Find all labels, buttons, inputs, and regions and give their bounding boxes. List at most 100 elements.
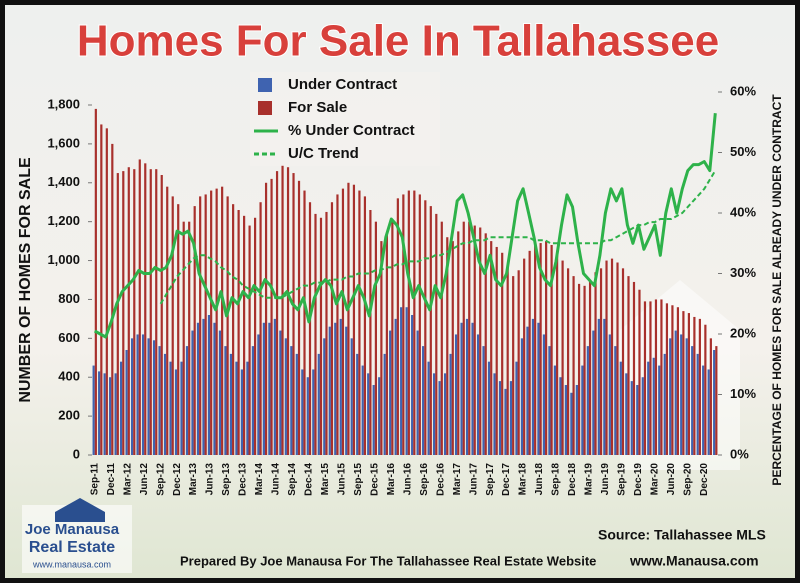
legend-label: U/C Trend (288, 145, 359, 162)
bar (196, 322, 200, 455)
bar (542, 334, 546, 455)
bar (125, 350, 128, 455)
bar (523, 258, 526, 455)
bar (312, 369, 315, 455)
bar (306, 377, 309, 455)
bar (325, 211, 328, 455)
bar (213, 322, 216, 455)
bar (435, 213, 438, 455)
bar (147, 338, 150, 455)
x-tick-label: Dec-20 (699, 463, 710, 496)
bar (339, 318, 342, 455)
bar (671, 305, 674, 455)
bar (226, 196, 229, 455)
bar (303, 190, 306, 456)
bar (380, 241, 383, 455)
bar (693, 316, 696, 455)
y-tick-label: 1,800 (47, 96, 80, 111)
x-tick-label: Dec-14 (304, 463, 315, 496)
x-tick-label: Dec-13 (238, 463, 249, 496)
bar (493, 373, 496, 455)
x-tick-label: Jun-14 (271, 463, 282, 496)
legend-swatch (258, 78, 272, 92)
y2-tick-label: 10% (730, 386, 756, 401)
bar (259, 202, 262, 455)
bar (270, 178, 273, 455)
bar (275, 171, 279, 455)
bar (588, 280, 592, 455)
x-tick-label: Sep-18 (551, 463, 562, 496)
bar (235, 361, 238, 455)
bar (682, 311, 685, 455)
bar (504, 388, 507, 455)
logo-house (55, 498, 105, 522)
bar (292, 173, 295, 456)
bar (460, 322, 463, 455)
logo-url: www.manausa.com (32, 559, 111, 569)
bar (443, 373, 447, 455)
source: Source: Tallahassee MLS (598, 527, 766, 543)
legend-label: For Sale (288, 99, 347, 116)
bar (100, 124, 103, 455)
bar (243, 215, 246, 455)
bar (94, 108, 97, 455)
y-tick-label: 400 (58, 369, 80, 384)
y-tick-label: 1,600 (47, 135, 80, 150)
bar (391, 221, 394, 455)
bar (509, 381, 513, 455)
bar (328, 326, 331, 455)
bar (594, 272, 597, 455)
bar (649, 301, 652, 455)
bar (643, 301, 647, 455)
bar (105, 128, 108, 456)
bar (654, 299, 658, 455)
bar (564, 385, 567, 455)
x-tick-label: Mar-15 (320, 463, 331, 496)
bar (528, 250, 531, 455)
bar (215, 188, 218, 455)
bar (136, 334, 139, 455)
bar (680, 334, 683, 455)
bar (665, 303, 669, 455)
bar (286, 167, 290, 455)
bar (658, 365, 661, 455)
bar (295, 353, 298, 455)
bar (341, 188, 345, 455)
bar (652, 357, 655, 455)
x-tick-label: Sep-16 (419, 463, 430, 496)
logo-subtitle: Real Estate (29, 539, 115, 556)
bar (385, 233, 388, 455)
bar (545, 241, 548, 455)
bar (427, 361, 430, 455)
bar (372, 385, 375, 455)
bar (457, 231, 460, 455)
bar (204, 194, 207, 455)
bar (495, 246, 498, 455)
chart-title: Homes For Sale In Tallahassee (77, 17, 719, 66)
bar (482, 346, 485, 455)
bar (166, 186, 169, 455)
y2-tick-label: 50% (730, 144, 756, 159)
x-tick-label: Mar-18 (518, 463, 529, 496)
bar (210, 190, 213, 456)
bar (702, 365, 705, 455)
x-tick-label: Dec-11 (106, 463, 117, 496)
bar (402, 194, 405, 455)
bar (127, 167, 130, 455)
bar (610, 258, 614, 455)
bar (297, 180, 301, 456)
bar (152, 340, 156, 455)
bar (356, 353, 359, 455)
bar (169, 361, 172, 455)
bar (429, 206, 432, 455)
bar (572, 276, 575, 455)
bar (273, 318, 276, 455)
bar (191, 330, 194, 455)
bar (501, 252, 504, 455)
bar (583, 285, 586, 455)
bar (422, 346, 425, 455)
bar (248, 225, 251, 455)
bar (358, 190, 361, 456)
bar (251, 346, 254, 455)
bar (506, 264, 509, 455)
